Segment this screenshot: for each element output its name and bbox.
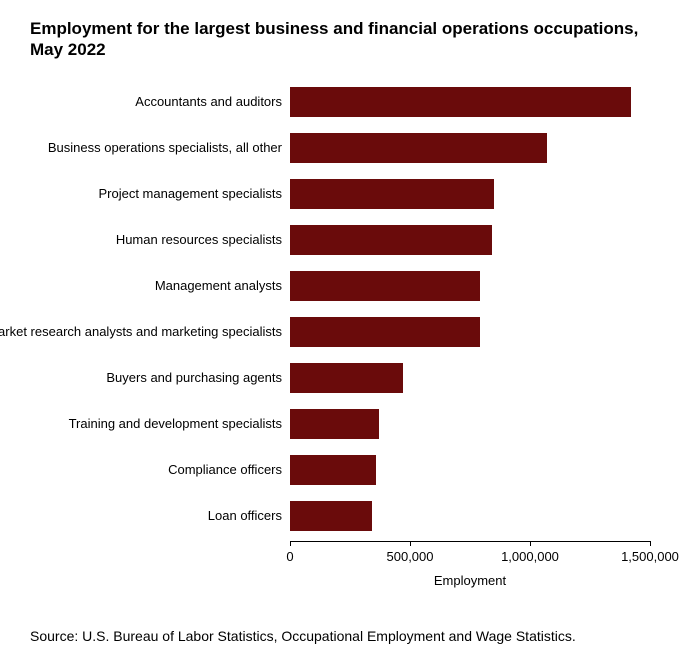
x-tick-label: 1,000,000: [501, 549, 559, 564]
bar-row: Market research analysts and marketing s…: [290, 317, 650, 347]
x-axis-label: Employment: [434, 573, 506, 588]
bar-row: Compliance officers: [290, 455, 650, 485]
x-axis: [290, 541, 650, 542]
bar: [290, 363, 403, 393]
x-tick: [650, 541, 651, 546]
bar-row: Training and development specialists: [290, 409, 650, 439]
bar-row: Loan officers: [290, 501, 650, 531]
bar-row: Management analysts: [290, 271, 650, 301]
bar-label: Training and development specialists: [69, 416, 290, 431]
bar-row: Business operations specialists, all oth…: [290, 133, 650, 163]
x-tick-label: 0: [286, 549, 293, 564]
bar: [290, 225, 492, 255]
bar-label: Buyers and purchasing agents: [106, 370, 290, 385]
bar-label: Business operations specialists, all oth…: [48, 140, 290, 155]
x-tick-label: 1,500,000: [621, 549, 679, 564]
bar-label: Compliance officers: [168, 462, 290, 477]
x-tick-label: 500,000: [387, 549, 434, 564]
bar-label: Loan officers: [208, 508, 290, 523]
bar: [290, 271, 480, 301]
bar-label: Accountants and auditors: [135, 94, 290, 109]
plot-area: Accountants and auditors Business operati…: [290, 79, 650, 559]
bar-row: Buyers and purchasing agents: [290, 363, 650, 393]
bar-row: Human resources specialists: [290, 225, 650, 255]
bar: [290, 87, 631, 117]
bar-label: Project management specialists: [98, 186, 290, 201]
bar: [290, 317, 480, 347]
bar-row: Accountants and auditors: [290, 87, 650, 117]
bar-row: Project management specialists: [290, 179, 650, 209]
bar-label: Market research analysts and marketing s…: [0, 324, 290, 339]
x-tick: [530, 541, 531, 546]
chart-title: Employment for the largest business and …: [30, 18, 670, 61]
bar: [290, 133, 547, 163]
bar: [290, 409, 379, 439]
x-tick: [290, 541, 291, 546]
bar-label: Management analysts: [155, 278, 290, 293]
bar: [290, 455, 376, 485]
source-note: Source: U.S. Bureau of Labor Statistics,…: [30, 628, 576, 644]
bar: [290, 501, 372, 531]
bar: [290, 179, 494, 209]
x-tick: [410, 541, 411, 546]
chart-container: Employment for the largest business and …: [0, 0, 700, 666]
bar-label: Human resources specialists: [116, 232, 290, 247]
